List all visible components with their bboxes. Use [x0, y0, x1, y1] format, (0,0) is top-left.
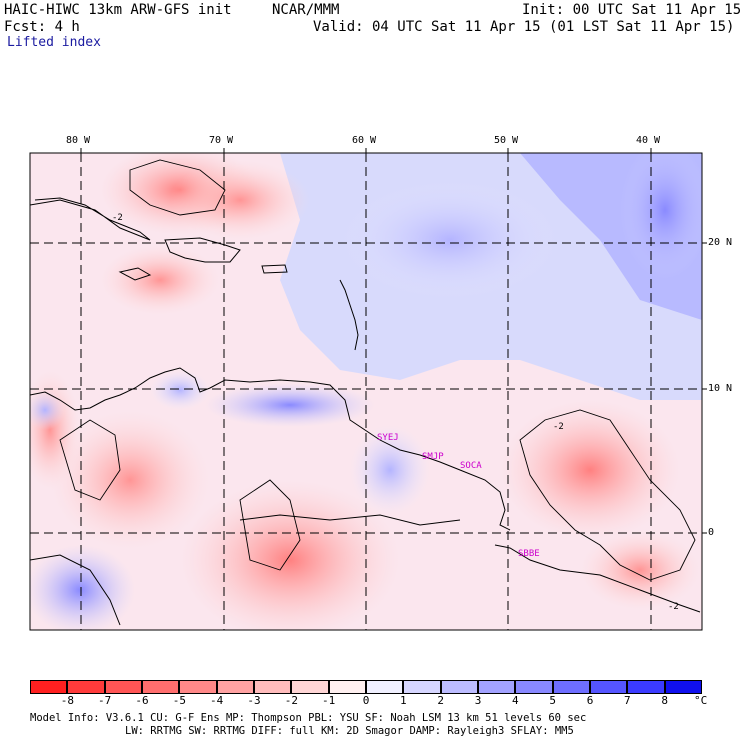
inland-border: [239, 514, 461, 526]
contour-label: -2: [112, 213, 123, 223]
southwest-blue-area: [30, 545, 135, 630]
field-name: Lifted index: [7, 35, 101, 50]
caribbean-red-area: [100, 245, 220, 315]
colorbar-swatch: [366, 680, 404, 694]
model-title: HAIC-HIWC 13km ARW-GFS init: [4, 2, 232, 18]
venezuela-coast-blue: [205, 383, 375, 427]
cuba-coast: [30, 197, 151, 241]
colorbar-swatch: [104, 680, 142, 694]
coastlines: [30, 197, 701, 626]
lon-label-70w: 70 W: [209, 135, 234, 146]
lon-label-40w: 40 W: [636, 135, 661, 146]
station-smjp: SMJP: [422, 452, 444, 462]
map-field: [30, 153, 702, 630]
lifted-index-contours: [59, 159, 696, 581]
colorbar-label: -5: [172, 694, 186, 707]
colorbar-swatch: [478, 680, 516, 694]
init-time: Init: 00 UTC Sat 11 Apr 15: [522, 2, 740, 18]
lat-label-10n: 10 N: [708, 383, 733, 394]
colorbar-swatch: [440, 680, 478, 694]
guyana-blue-area: [350, 425, 430, 515]
amazon-contour: [239, 479, 301, 571]
colorbar-swatch: [179, 680, 217, 694]
colorbar-label: 5: [549, 694, 556, 707]
central-blue-area: [340, 180, 560, 300]
caribbean-contour: [129, 159, 226, 216]
colorbar-swatch: [627, 680, 665, 694]
model-info-line2: LW: RRTMG SW: RRTMG DIFF: full KM: 2D Sm…: [125, 725, 574, 737]
colorbar-swatch: [590, 680, 628, 694]
station-soca: SOCA: [460, 461, 482, 471]
maracaibo-blue-area: [150, 370, 210, 410]
colorbar-label: -4: [210, 694, 224, 707]
station-sbbe: SBBE: [518, 549, 540, 559]
colorbar-unit: °C: [694, 694, 708, 707]
colorbar-label: 8: [661, 694, 668, 707]
colorbar-label: 4: [512, 694, 519, 707]
axis-ticks: [80, 148, 707, 534]
colorbar-label: -6: [135, 694, 149, 707]
colorbar-label: 0: [362, 694, 370, 707]
andes-border: [30, 554, 121, 626]
panama-blue-area: [30, 390, 65, 430]
colorbar-swatch: [142, 680, 180, 694]
lesser-antilles: [339, 279, 359, 351]
colorbar-swatch: [552, 680, 590, 694]
hispaniola-coast: [164, 237, 241, 263]
colorbar-swatch: [291, 680, 329, 694]
jamaica-coast: [118, 267, 152, 281]
lon-label-80w: 80 W: [66, 135, 91, 146]
colorbar-swatch: [254, 680, 292, 694]
model-info-line1: Model Info: V3.6.1 CU: G-F Ens MP: Thomp…: [30, 712, 587, 724]
colorbar-swatch: [403, 680, 441, 694]
lon-label-60w: 60 W: [352, 135, 377, 146]
colorbar-swatch: [515, 680, 553, 694]
forecast-hour: Fcst: 4 h: [4, 19, 80, 35]
brazil-coast: [494, 544, 701, 613]
colorbar-label: 6: [586, 694, 594, 707]
colorbar-label: 7: [624, 694, 631, 707]
colorbar-label: -2: [284, 694, 298, 707]
valid-time: Valid: 04 UTC Sat 11 Apr 15 (01 LST Sat …: [313, 19, 735, 35]
colorbar-swatch: [664, 680, 702, 694]
lat-label-0: 0: [708, 527, 715, 538]
colorbar-swatch: [67, 680, 105, 694]
south-america-north-coast: [30, 367, 511, 531]
pacific-red-area: [30, 370, 80, 490]
colorbar-swatch: [328, 680, 366, 694]
colorbar-label: -7: [98, 694, 112, 707]
lon-label-50w: 50 W: [494, 135, 519, 146]
east-blue-core: [620, 153, 702, 280]
colorbar-label: -1: [322, 694, 336, 707]
colorbar-label: -3: [247, 694, 261, 707]
lat-lon-grid: [30, 153, 702, 630]
contour-label: -2: [553, 422, 564, 432]
org-label: NCAR/MMM: [272, 2, 340, 18]
atlantic-red-core: [500, 400, 680, 540]
colorbar-swatch: [30, 680, 68, 694]
contour-label: -2: [668, 602, 679, 612]
colombia-contour: [59, 419, 121, 501]
northeast-brazil-red-area: [580, 530, 700, 610]
colorbar-label: 3: [474, 694, 482, 707]
atlantic-contour: [519, 409, 696, 581]
colorbar-label: 2: [437, 694, 444, 707]
colorbar-swatch: [216, 680, 254, 694]
colorbar-label: 1: [400, 694, 407, 707]
colorbar-label: -8: [60, 694, 74, 707]
lat-label-20n: 20 N: [708, 237, 733, 248]
puerto-rico-coast: [261, 264, 288, 274]
puerto-rico-red-area: [170, 160, 310, 240]
station-syej: SYEJ: [377, 433, 399, 443]
colombia-red-area: [50, 410, 210, 550]
